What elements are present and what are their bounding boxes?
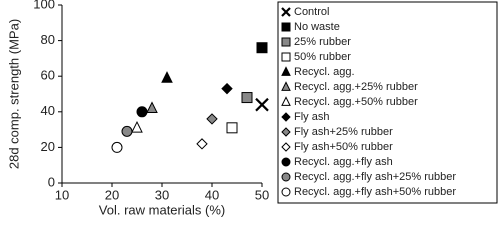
legend-label: Fly ash+25% rubber: [294, 126, 393, 138]
legend-label: Recycl. agg.+fly ash: [294, 156, 393, 168]
legend: Control No waste 25% rubber 50% rubber Recyc…: [277, 1, 498, 204]
x-tick-label: 40: [205, 187, 219, 202]
legend-label: 50% rubber: [294, 51, 351, 63]
legend-marker: [281, 157, 291, 167]
y-tick-label: 0: [48, 174, 55, 189]
legend-marker: [281, 112, 291, 122]
x-tick-label: 50: [255, 187, 269, 202]
legend-label: No waste: [294, 21, 340, 33]
point: [226, 122, 238, 134]
x-axis-label: Vol. raw materials (%): [99, 202, 225, 217]
y-tick-label: 80: [41, 32, 55, 47]
y-tick-label: 40: [41, 103, 55, 118]
y-axis-label: 28d comp. strength (MPa): [6, 19, 21, 169]
y-tick-label: 100: [33, 0, 55, 11]
legend-marker: [281, 142, 291, 152]
legend-box: [277, 1, 498, 204]
point: [221, 82, 233, 95]
legend-marker: [281, 22, 291, 32]
legend-marker: [281, 81, 291, 91]
legend-marker: [281, 7, 291, 17]
x-tick-label: 10: [55, 187, 69, 202]
legend-marker: [281, 96, 291, 106]
legend-marker: [281, 52, 291, 62]
point: [131, 120, 143, 133]
point: [146, 101, 158, 113]
legend-label: 25% rubber: [294, 36, 351, 48]
point: [255, 97, 269, 112]
point: [196, 138, 208, 150]
legend-marker: [281, 187, 291, 197]
legend-label: Recycl. agg.+25% rubber: [294, 81, 418, 93]
legend-label: Fly ash+50% rubber: [294, 141, 393, 153]
legend-marker: [281, 66, 291, 76]
legend-marker: [281, 37, 291, 47]
legend-label: Recycl. agg.+fly ash+25% rubber: [294, 171, 456, 183]
legend-label: Recycl. agg.: [294, 66, 355, 78]
legend-label: Recycl. agg.+fly ash+50% rubber: [294, 186, 456, 198]
point: [136, 106, 148, 118]
chart: 28d comp. strength (MPa) Vol. raw materi…: [6, 0, 498, 217]
point: [111, 141, 123, 153]
legend-label: Fly ash: [294, 111, 329, 123]
y-tick-label: 60: [41, 68, 55, 83]
legend-marker: [281, 127, 291, 137]
legend-label: Recycl. agg.+50% rubber: [294, 96, 418, 108]
point: [241, 92, 253, 104]
x-tick-label: 20: [105, 187, 119, 202]
point: [256, 42, 268, 54]
legend-label: Control: [294, 6, 329, 18]
x-tick-label: 30: [155, 187, 169, 202]
point: [161, 71, 173, 83]
point: [206, 113, 218, 125]
y-tick-label: 20: [41, 139, 55, 154]
legend-marker: [281, 172, 291, 182]
point: [121, 125, 133, 137]
